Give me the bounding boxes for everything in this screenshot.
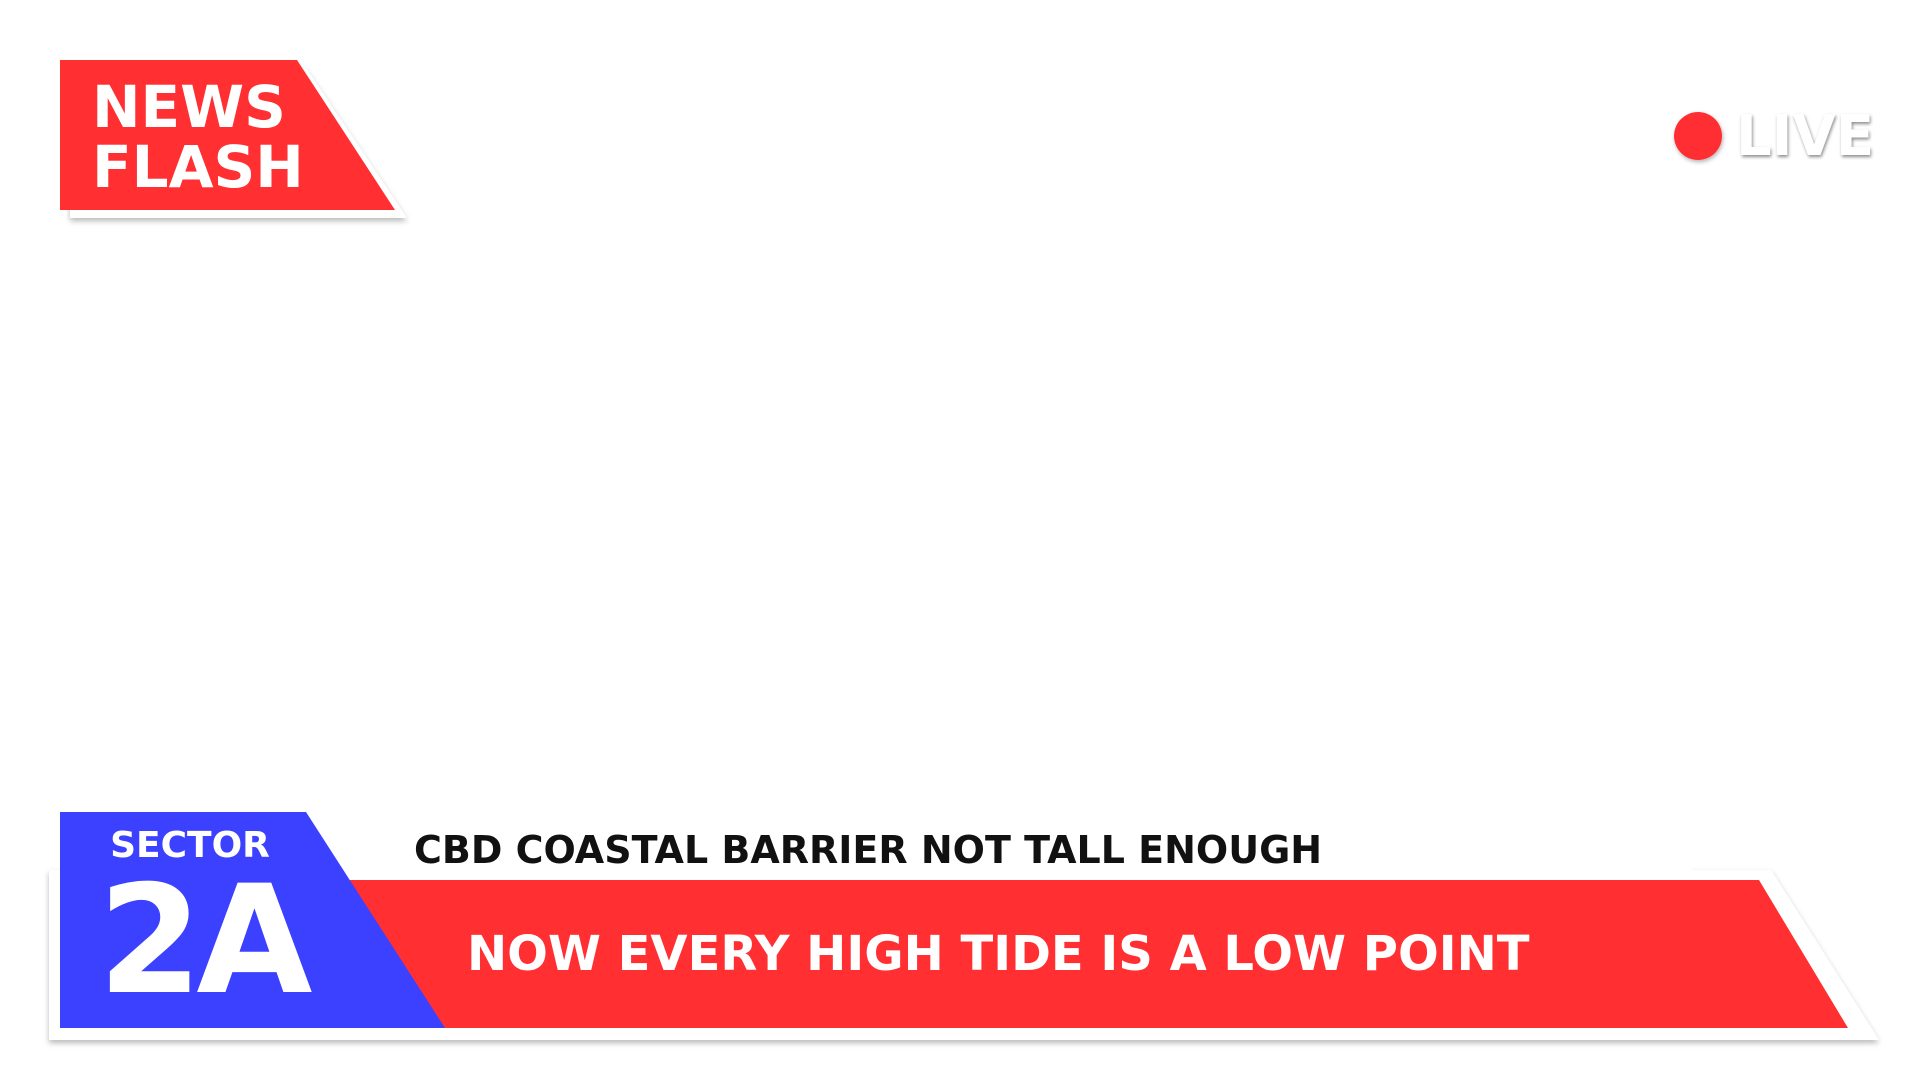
news-flash-line-2: FLASH — [92, 133, 304, 201]
lower-third — [49, 812, 1879, 1040]
live-dot-icon — [1674, 112, 1722, 160]
sector-label: SECTOR — [110, 825, 270, 866]
headline-bar — [60, 812, 1696, 878]
news-flash-badge — [60, 60, 407, 218]
sector-number: 2A — [98, 854, 312, 1028]
news-flash-line-1: NEWS — [92, 73, 286, 141]
news-flash-badge-fill — [60, 60, 395, 210]
headline-text: CBD COASTAL BARRIER NOT TALL ENOUGH — [414, 828, 1323, 872]
sector-block — [60, 812, 445, 1028]
live-label: LIVE — [1736, 104, 1875, 169]
subheadline-bar — [60, 880, 1848, 1028]
subheadline-text: NOW EVERY HIGH TIDE IS A LOW POINT — [467, 926, 1530, 982]
